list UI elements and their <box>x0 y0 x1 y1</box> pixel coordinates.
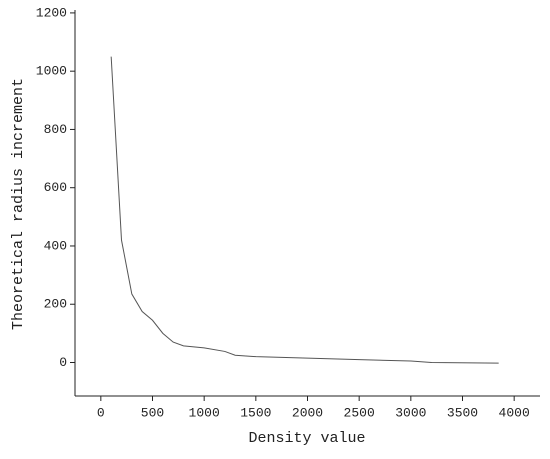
x-axis-label: Density value <box>248 430 365 447</box>
x-tick-label: 0 <box>97 405 105 420</box>
x-tick-label: 2500 <box>344 405 375 420</box>
x-tick-label: 1500 <box>240 405 271 420</box>
y-tick-label: 400 <box>44 238 67 253</box>
y-tick-label: 200 <box>44 297 67 312</box>
data-line <box>110 56 499 364</box>
x-tick-label: 1000 <box>189 405 220 420</box>
y-tick-label: 0 <box>59 355 67 370</box>
x-tick-label: 3000 <box>395 405 426 420</box>
x-tick-label: 3500 <box>447 405 478 420</box>
y-tick-label: 600 <box>44 180 67 195</box>
x-tick-label: 500 <box>141 405 164 420</box>
x-tick-label: 4000 <box>499 405 530 420</box>
y-tick-label: 1200 <box>36 5 67 20</box>
y-axis-label: Theoretical radius increment <box>10 78 27 330</box>
y-tick-label: 1000 <box>36 64 67 79</box>
x-tick-label: 2000 <box>292 405 323 420</box>
y-tick-label: 800 <box>44 122 67 137</box>
